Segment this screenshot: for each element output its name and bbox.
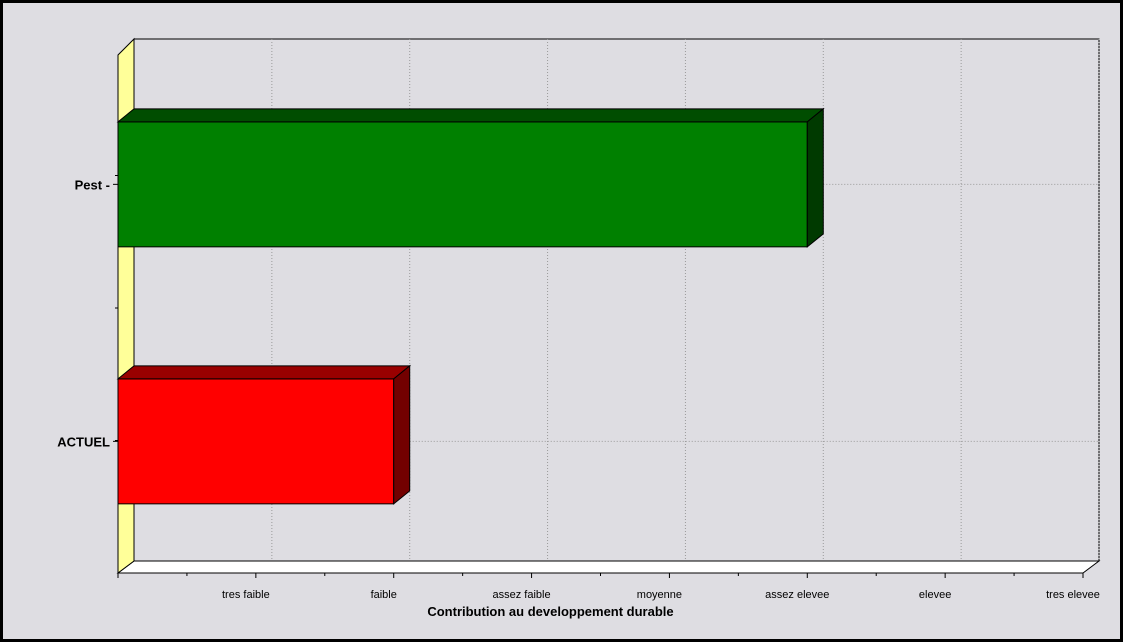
y-tick-label: ACTUEL bbox=[57, 434, 110, 449]
x-axis-title: Contribution au developpement durable bbox=[427, 604, 673, 619]
bar-pest- bbox=[117, 121, 808, 248]
x-tick-label: moyenne bbox=[637, 589, 682, 601]
x-tick-label: assez faible bbox=[493, 589, 551, 601]
bar-side-face bbox=[393, 364, 411, 505]
x-tick-label: elevee bbox=[919, 589, 951, 601]
bar-top-face bbox=[116, 365, 412, 380]
x-tick-label: faible bbox=[371, 589, 397, 601]
x-tick-label: assez elevee bbox=[765, 589, 829, 601]
bar-actuel bbox=[117, 378, 395, 505]
chart-floor bbox=[116, 560, 1101, 574]
y-tick-label: Pest - bbox=[75, 177, 110, 192]
bar-top-face bbox=[116, 108, 825, 123]
x-tick-label: tres elevee bbox=[1046, 589, 1100, 601]
x-tick-label: tres faible bbox=[222, 589, 270, 601]
bar-chart: Pest - ACTUEL tres faible faible assez faibl… bbox=[57, 37, 1101, 619]
bar-side-face bbox=[806, 107, 824, 248]
